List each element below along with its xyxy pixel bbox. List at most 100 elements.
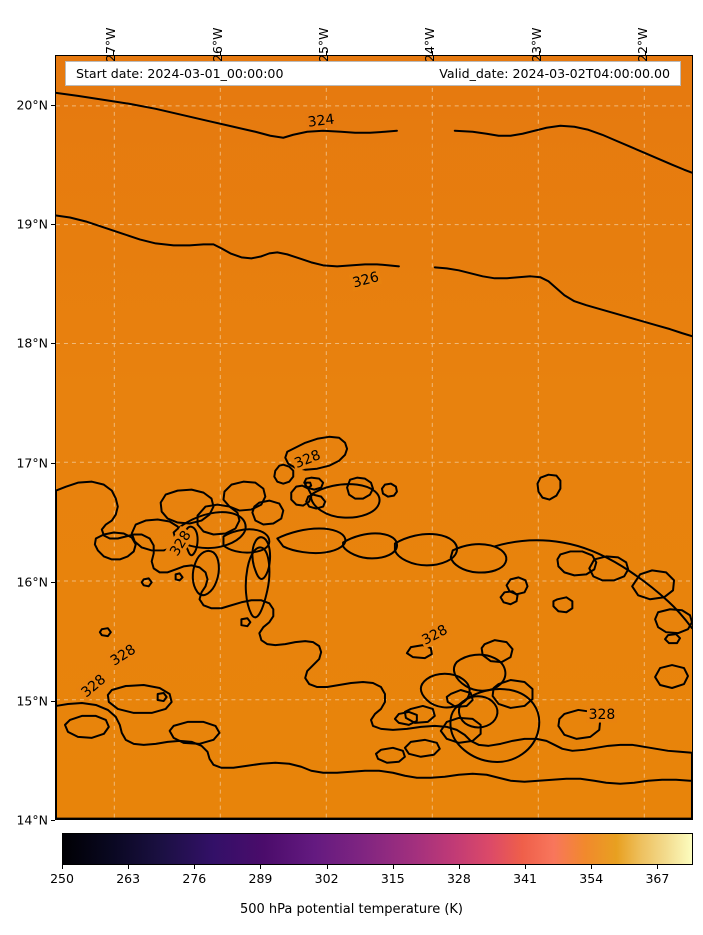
contour-path-328-dot-8 [664,633,682,645]
colorbar-tick-mark [657,865,659,869]
contour-path-328-speck-1 [304,481,313,489]
contour-path-328-dot-3 [240,617,252,628]
contour-path-328-cell-d [290,484,313,507]
colorbar-tick-label: 276 [182,871,207,886]
contour-path-328-south [56,701,692,785]
contour-path-328-filament-1 [93,531,137,561]
y-tick-mark [51,462,55,464]
x-tick-mark [113,51,115,55]
contour-path-328-cell-j [499,590,519,606]
contour-path-328-spine-3 [342,532,398,560]
colorbar-tick-label: 302 [314,871,339,886]
contour-path-328-ellipse-1 [191,549,220,597]
colorbar-tick-mark [128,865,130,869]
temperature-field [56,56,692,819]
svg-text:326: 326 [351,269,381,291]
colorbar-tick-label: 289 [248,871,273,886]
contour-path-328-cell-h [588,555,630,582]
y-tick-mark [51,224,55,226]
y-tick-label: 20°N [16,97,48,113]
svg-text:324: 324 [307,112,335,131]
colorbar-tick-label: 354 [579,871,604,886]
colorbar-tick-mark [62,865,63,869]
contour-label: 328 [76,669,110,702]
y-tick-label: 19°N [16,216,48,232]
contour-path-328-south-isl-2 [63,714,110,739]
contour-path-328-dot-4 [174,572,184,582]
y-tick-mark [51,105,55,107]
info-banner: Start date: 2024-03-01_00:00:00 Valid_da… [65,61,681,86]
contour-path-328-east-1 [393,533,459,567]
x-tick-label: 27°W [103,27,119,62]
colorbar-tick-mark [591,865,593,869]
contour-label: 326 [348,267,383,291]
y-tick-mark [51,581,55,583]
y-tick-mark [51,820,55,821]
contour-path-328-filament-6 [251,499,285,526]
contour-path-328-cell-c [303,476,325,491]
colorbar-tick-label: 341 [513,871,537,886]
contour-path-328-filament-3 [159,488,215,525]
contour-path-328-south-isl-1 [106,684,173,714]
y-tick-label: 15°N [16,693,48,709]
contour-path-328-cell-a [284,435,349,471]
colorbar-tick-label: 328 [446,871,471,886]
contour-path-328-arc-1 [172,511,247,550]
start-date-text: Start date: 2024-03-01_00:00:00 [76,66,284,81]
contour-path-328-south-isl-4 [374,746,406,764]
colorbar-tick-mark [458,865,460,869]
colorbar-gradient [63,834,692,864]
contour-path-328-cell-k [552,596,574,614]
y-tick-label: 17°N [16,455,48,471]
valid-date-text: Valid_date: 2024-03-02T04:00:00.00 [439,66,670,81]
contour-path-328-spine-1 [222,528,271,554]
contour-path-328-dot-1 [98,627,112,638]
colorbar-tick-label: 367 [645,871,670,886]
contour-path-328-cv-8 [445,689,474,708]
x-tick-label: 26°W [209,27,225,62]
x-tick-label: 23°W [528,27,544,62]
x-tick-mark [219,51,221,55]
contour-path-328-main-band [56,480,692,819]
contour-label: 328 [586,705,617,723]
colorbar [62,833,693,865]
contour-path-328-filament-5 [222,480,267,512]
contour-path-328-east-2 [449,543,508,574]
contour-path-328-dot-7 [156,691,168,702]
y-tick-label: 18°N [16,335,48,351]
x-tick-label: 25°W [316,27,332,62]
colorbar-tick-label: 263 [116,871,141,886]
contour-path-328-cv-big [449,688,541,763]
y-tick-label: 14°N [16,812,48,828]
contour-path-328-cv-7 [480,639,514,664]
contour-path-328-arc-2 [310,483,381,519]
contour-path-328-east-line [493,539,692,630]
contour-path-328-speck-3 [380,482,398,498]
x-tick-mark [538,51,540,55]
contour-path-328-south-isl-3 [168,720,221,745]
contour-path-328-cell-e [305,493,327,510]
x-tick-mark [432,51,434,55]
contour-path-324 [56,91,692,174]
y-tick-mark [51,343,55,345]
y-tick-label: 16°N [16,574,48,590]
contour-path-328-filament-4 [196,503,241,536]
colorbar-tick-label: 250 [50,871,74,886]
svg-text:328: 328 [589,707,616,723]
contour-path-328-cv-4 [491,679,534,709]
colorbar-tick-mark [525,865,527,869]
y-tick-mark [51,700,55,702]
contour-path-328-cv-3 [457,695,499,729]
contour-path-328-cv-5 [403,704,436,724]
contour-path-328-dot-2 [140,577,153,588]
x-tick-label: 24°W [422,27,438,62]
contour-path-328-cell-i [505,576,529,596]
x-tick-label: 22°W [635,27,651,62]
contour-path-328-spine-2 [276,527,347,555]
colorbar-tick-mark [392,865,394,869]
colorbar-tick-mark [194,865,196,869]
contour-label: 328 [105,639,140,670]
contour-path-326 [56,214,692,338]
